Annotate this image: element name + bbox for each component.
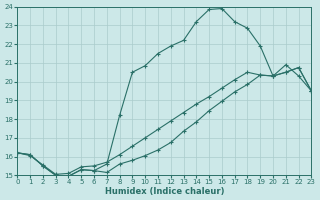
X-axis label: Humidex (Indice chaleur): Humidex (Indice chaleur) xyxy=(105,187,224,196)
